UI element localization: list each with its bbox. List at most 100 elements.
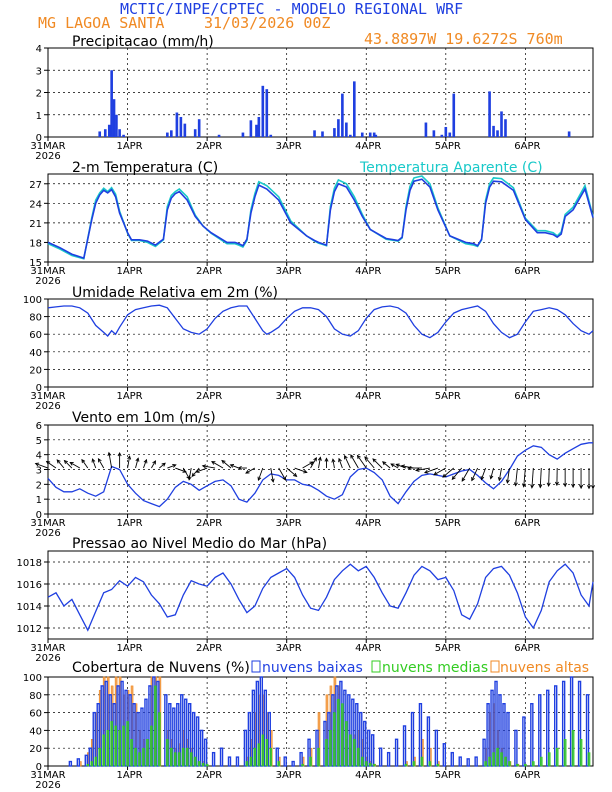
cloud-bar-nuvens-baixas (347, 694, 351, 767)
cloud-bar-nuvens-baixas (132, 703, 136, 767)
wind-arrow-head (563, 482, 568, 488)
wind-arrow-head (538, 484, 543, 489)
wind-arrow-head (331, 458, 336, 463)
cloud-bar-nuvens-medias (547, 752, 551, 767)
wind-arrow (294, 467, 307, 473)
wind-arrow-head (521, 483, 526, 488)
cloud-bar-nuvens-baixas (490, 689, 494, 767)
wind-arrow (531, 467, 534, 488)
vento-xtick-label: 31MAR (30, 518, 65, 529)
cloud-bar-nuvens-baixas (458, 756, 462, 767)
nuvens-xtick-label: 31MAR (30, 770, 65, 781)
wind-arrow (175, 467, 187, 473)
pressao-ytick-label: 1012 (17, 624, 42, 635)
precip-xtick-label: 3APR (276, 141, 302, 152)
cloud-bar-nuvens-baixas (100, 685, 104, 767)
nuvens-xtick-label: 2APR (196, 770, 222, 781)
nuvens-ytick-label: 0 (36, 762, 42, 773)
cloud-bar-nuvens-baixas (76, 758, 81, 767)
vento-xtick-label: 1APR (116, 518, 142, 529)
wind-arrow (548, 468, 550, 487)
cloud-bar-nuvens-medias (166, 738, 169, 767)
wind-arrow-head (187, 476, 192, 481)
cloud-bar-nuvens-baixas (259, 676, 264, 767)
wind-arrow (318, 457, 321, 469)
cloud-bar-nuvens-baixas (569, 676, 574, 767)
header-title: MCTIC/INPE/CPTEC - MODELO REGIONAL WRF (120, 0, 463, 18)
wind-arrow-head (513, 482, 518, 487)
vento-xtick-label: 4APR (355, 518, 381, 529)
precip-bar (424, 122, 428, 137)
cloud-bar-nuvens-baixas (434, 729, 439, 767)
precip-bar (241, 132, 245, 137)
wind-arrow-head (63, 459, 68, 465)
cloud-bar-nuvens-baixas (211, 751, 216, 767)
cloud-bar-nuvens-medias (372, 763, 376, 767)
cloud-bar-nuvens-medias (555, 747, 559, 767)
cloud-bar-nuvens-baixas (506, 711, 510, 767)
wind-arrow-head (471, 476, 475, 482)
nuvens-xtick-label: 5APR (435, 770, 461, 781)
umidade-ytick-label: 0 (36, 383, 42, 394)
legend-altas: nuvens altas (500, 660, 589, 676)
header-run: 31/03/2026 00Z (204, 14, 330, 32)
cloud-bar-nuvens-medias (189, 752, 193, 767)
wind-arrow (69, 462, 81, 469)
cloud-bar-nuvens-baixas (474, 756, 478, 767)
cloud-bar-nuvens-medias (492, 752, 495, 767)
cloud-bar-nuvens-baixas (227, 756, 232, 767)
precip-bar (261, 85, 265, 137)
wind-arrow-head (587, 485, 591, 490)
wind-arrow-head (395, 463, 400, 468)
wind-arrow-head (546, 482, 551, 487)
wind-arrow (195, 467, 208, 473)
precip-bar (110, 70, 113, 137)
cloud-bar-nuvens-baixas (522, 716, 526, 767)
precip-bar (492, 125, 495, 137)
umidade-year-label: 2026 (35, 401, 60, 412)
cloud-bar-nuvens-medias (368, 763, 372, 767)
vento-line (47, 442, 593, 508)
wind-arrow-head (390, 463, 395, 468)
cloud-bar-nuvens-medias (488, 756, 491, 767)
cloud-bar-nuvens-medias (516, 763, 519, 767)
vento-ytick-label: 1 (36, 495, 42, 506)
cloud-bar-nuvens-medias (317, 747, 320, 767)
pressao-frame (47, 550, 594, 640)
wind-arrow-head (91, 458, 96, 463)
cloud-bar-nuvens-baixas (235, 756, 240, 767)
wind-arrow (92, 458, 97, 469)
cloud-bar-nuvens-baixas (251, 689, 256, 767)
cloud-bar-nuvens-baixas (394, 738, 399, 767)
precip-xtick-label: 31MAR (30, 141, 65, 152)
precip-bar (496, 130, 499, 137)
vento-xtick-label: 6APR (514, 518, 540, 529)
precip-bar (265, 89, 269, 137)
cloud-bar-nuvens-medias (571, 730, 575, 767)
wind-arrow (221, 460, 232, 469)
wind-arrow-head (530, 484, 535, 489)
cloud-bar-nuvens-medias (504, 756, 507, 767)
vento-xtick-label: 3APR (276, 518, 302, 529)
wind-arrow-head (433, 471, 438, 476)
cloud-bar-nuvens-medias (205, 763, 209, 767)
cloud-bar-nuvens-baixas (553, 685, 558, 767)
cloud-bar-nuvens-baixas (386, 751, 391, 767)
precip-bar (257, 116, 261, 137)
precip-bar (269, 134, 273, 137)
cloud-bar-nuvens-baixas (546, 689, 550, 767)
cloud-bar-nuvens-baixas (442, 743, 447, 767)
cloud-bar-nuvens-baixas (255, 680, 260, 767)
wind-arrow-head (293, 472, 298, 477)
precip-title: Precipitacao (mm/h) (72, 34, 214, 50)
precip-ytick-label: 0 (36, 133, 42, 144)
wind-arrow (56, 459, 65, 469)
cloud-bar-nuvens-medias (508, 761, 511, 767)
wind-arrow-head (350, 454, 354, 459)
cloud-bar-nuvens-medias (257, 743, 261, 767)
wind-arrow-head (135, 457, 140, 462)
wind-arrow-head (579, 484, 584, 490)
precip-bar (500, 111, 503, 137)
umidade-xtick-label: 6APR (514, 391, 540, 402)
wind-arrow (372, 458, 383, 469)
